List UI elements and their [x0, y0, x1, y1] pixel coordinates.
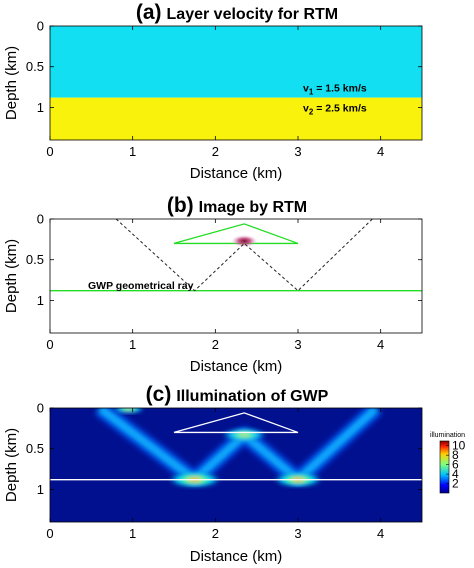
panel-c-ylabel: Depth (km) — [3, 428, 20, 502]
layer-label-v1: v1 = 1.5 km/s — [303, 83, 367, 97]
colorbar-tick-label: 2 — [452, 477, 459, 491]
panel-b-xlabel: Distance (km) — [190, 358, 283, 375]
y-tick-label: 0.5 — [26, 59, 44, 74]
panel-a-title-text: Layer velocity for RTM — [167, 6, 339, 23]
plot-frame — [49, 25, 423, 141]
colorbar-gradient — [439, 440, 450, 494]
y-tick-label: 1 — [37, 482, 44, 497]
panel-b-ylabel: Depth (km) — [3, 239, 20, 313]
panel-b-marks — [50, 218, 422, 292]
panel-a-xlabel: Distance (km) — [190, 165, 283, 182]
x-tick-label: 4 — [377, 526, 384, 541]
plot-frame — [49, 407, 423, 523]
panel-c: (c) Illumination of GWP 0 1 2 3 4 0 0.5 1 Distan… — [3, 383, 466, 565]
panel-a-ylabel: Depth (km) — [3, 46, 20, 120]
y-tick-label: 1 — [37, 100, 44, 115]
colorbar-label: illumination — [430, 432, 465, 439]
panel-a-title: (a) Layer velocity for RTM — [136, 1, 338, 24]
x-tick-label: 1 — [129, 144, 136, 159]
panel-a-letter: (a) — [136, 1, 162, 24]
panel-a: (a) Layer velocity for RTM v1 = 1.5 km/sv… — [3, 1, 423, 182]
x-tick-label: 0 — [46, 526, 53, 541]
panel-a-ticks: 0 1 2 3 4 0 0.5 1 — [26, 19, 422, 159]
hotspot — [220, 427, 268, 442]
colorbar-tick-label: 8 — [452, 448, 459, 462]
target-triangle — [173, 412, 299, 434]
panel-c-ticks: 0 1 2 3 4 0 0.5 1 — [26, 401, 422, 541]
panel-b-title: (b) Image by RTM — [167, 194, 307, 217]
x-tick-label: 3 — [294, 144, 301, 159]
layer-label-v2: v2 = 2.5 km/s — [303, 103, 367, 117]
panel-c-marks — [50, 412, 422, 481]
panel-b-letter: (b) — [167, 194, 194, 217]
panel-b: (b) Image by RTM GWP geometrical ray 0 1 2 3… — [3, 194, 423, 375]
panel-c-letter: (c) — [146, 383, 172, 406]
plot-area — [50, 219, 422, 333]
x-tick-label: 1 — [129, 526, 136, 541]
panel-c-xlabel: Distance (km) — [190, 548, 283, 565]
x-tick-label: 4 — [377, 144, 384, 159]
x-tick-label: 1 — [129, 337, 136, 352]
panel-b-ticks: 0 1 2 3 4 0 0.5 1 — [26, 212, 422, 352]
x-tick-label: 2 — [212, 337, 219, 352]
panel-c-title: (c) Illumination of GWP — [146, 383, 329, 406]
layer-v1 — [50, 26, 422, 98]
y-tick-label: 0 — [37, 19, 44, 34]
image-spot — [231, 234, 258, 247]
layer-labels: v1 = 1.5 km/s v2 = 2.5 km/s — [303, 83, 367, 117]
panel-c-title-text: Illumination of GWP — [176, 388, 328, 405]
x-tick-label: 3 — [294, 337, 301, 352]
x-tick-label: 4 — [377, 337, 384, 352]
y-tick-label: 0 — [37, 212, 44, 227]
x-tick-label: 0 — [46, 337, 53, 352]
y-tick-label: 0 — [37, 401, 44, 416]
x-tick-label: 0 — [46, 144, 53, 159]
x-tick-label: 2 — [212, 144, 219, 159]
colorbar-tick-label: 10 — [452, 439, 466, 453]
layer-v2 — [50, 97, 422, 140]
ray-path — [115, 218, 373, 292]
y-tick-label: 0.5 — [26, 441, 44, 456]
layer-fills — [50, 26, 422, 140]
y-tick-label: 0.5 — [26, 252, 44, 267]
x-tick-label: 2 — [212, 526, 219, 541]
colorbar-tick-label: 4 — [452, 467, 459, 481]
hotspot — [111, 408, 146, 414]
y-tick-label: 1 — [37, 293, 44, 308]
ray-annotation: GWP geometrical ray — [88, 280, 194, 292]
x-tick-label: 3 — [294, 526, 301, 541]
colorbar-tick-label: 6 — [452, 458, 459, 472]
plot-frame — [49, 218, 423, 334]
panel-b-title-text: Image by RTM — [199, 199, 307, 216]
